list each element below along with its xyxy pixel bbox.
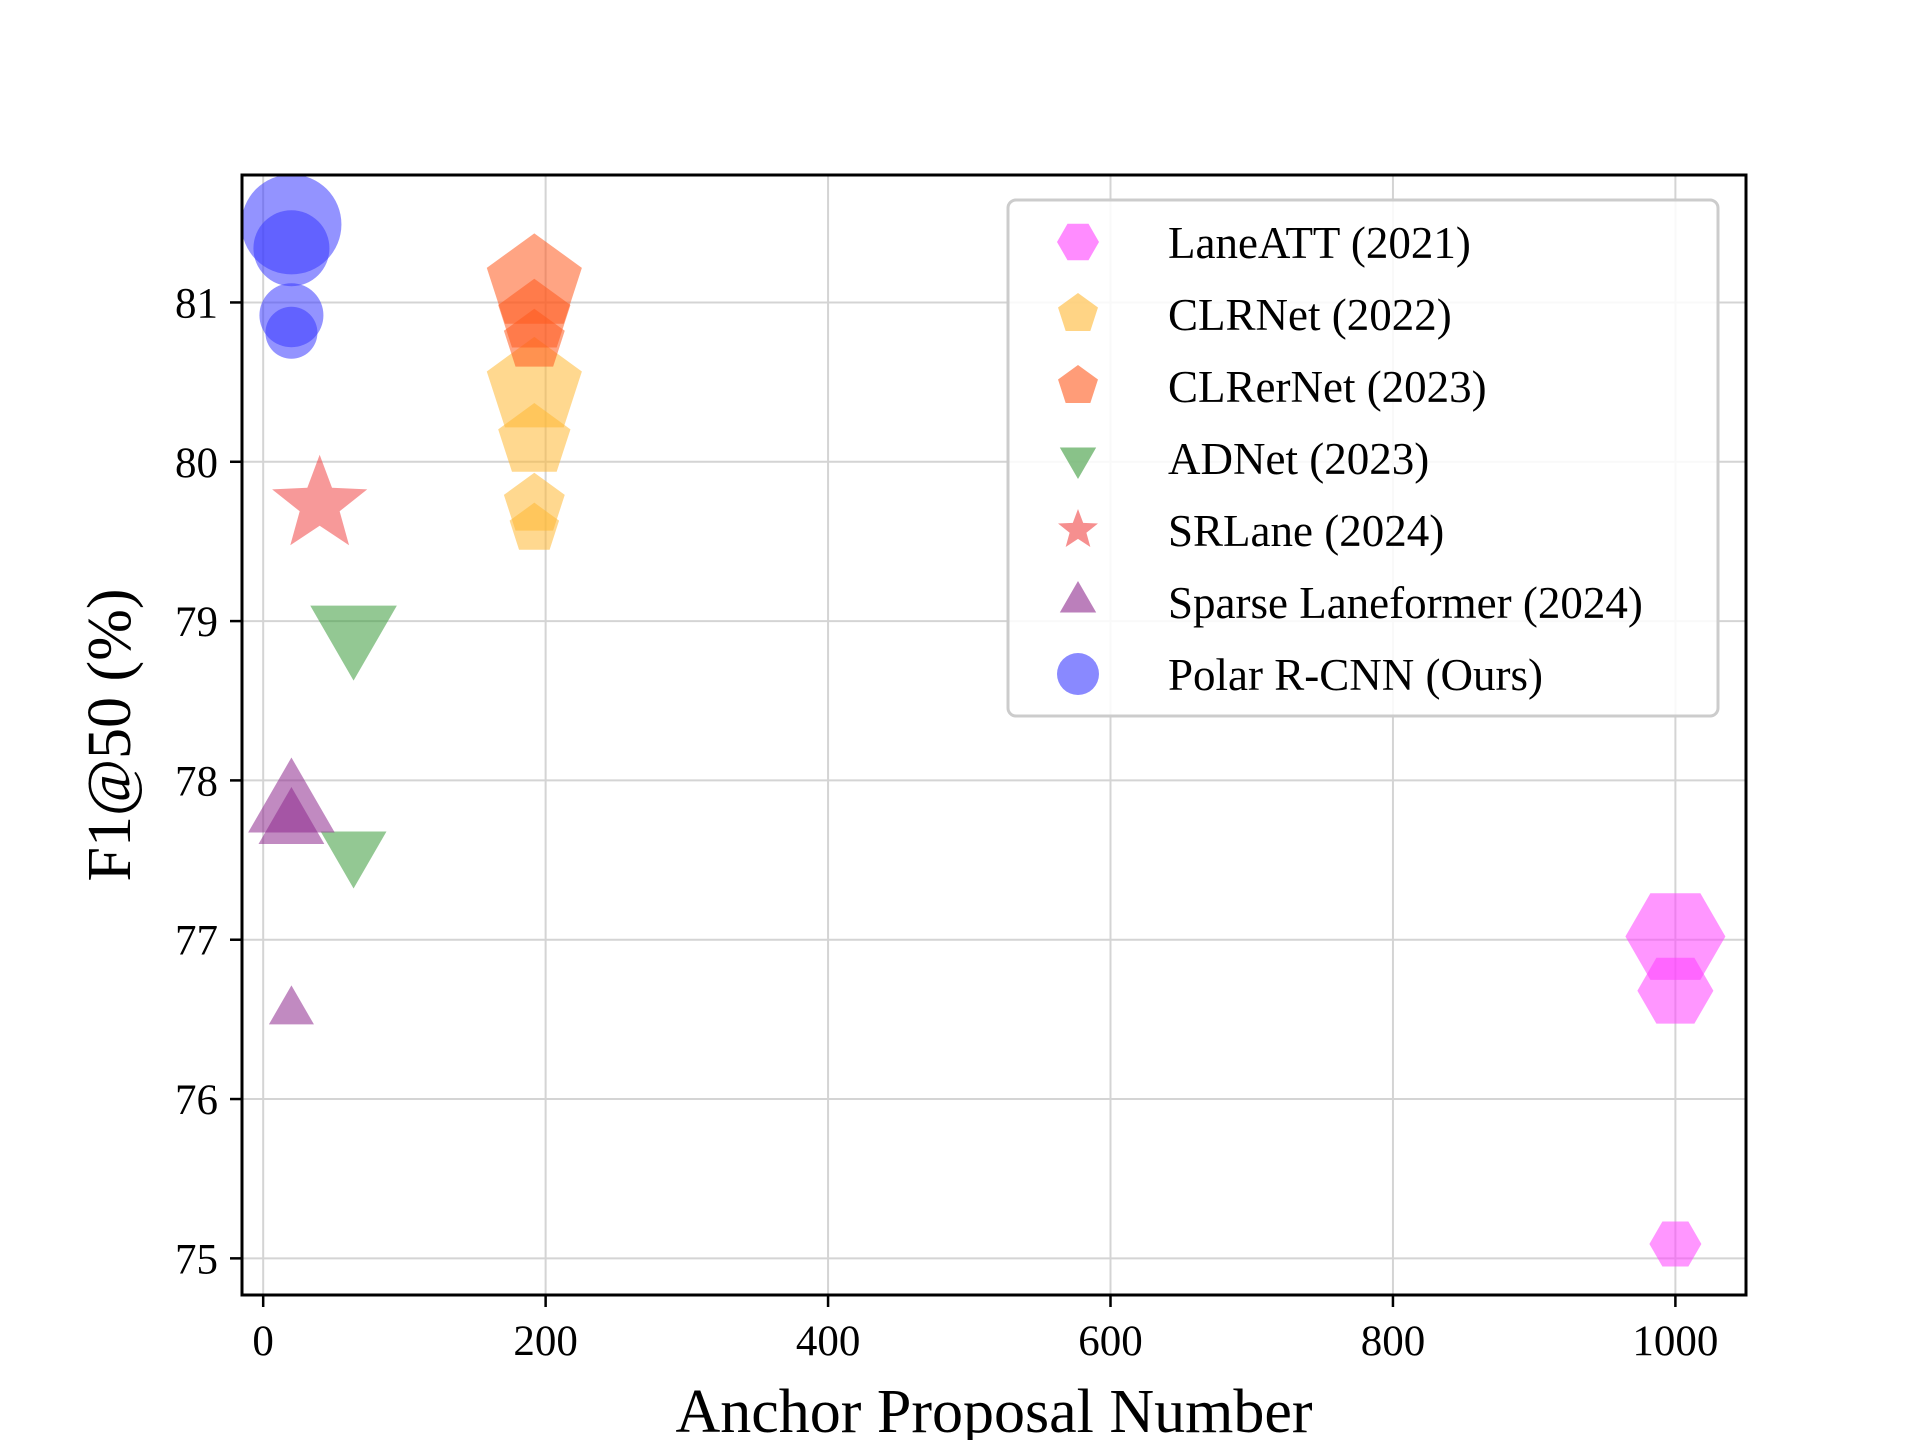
data-point	[253, 210, 330, 287]
legend-marker	[1058, 293, 1098, 331]
x-tick-label: 400	[796, 1318, 861, 1365]
legend-marker	[1058, 365, 1098, 403]
data-point	[272, 454, 368, 546]
x-tick-label: 1000	[1632, 1318, 1718, 1365]
axis-ticks: 0 200 400 600 800 1000 75 76 77 78 79 80 81	[175, 280, 1718, 1365]
y-tick-label: 75	[175, 1236, 218, 1283]
legend-label: CLRNet (2022)	[1168, 290, 1452, 340]
data-point	[258, 787, 325, 845]
y-tick-label: 78	[175, 758, 218, 805]
x-tick-label: 800	[1361, 1318, 1426, 1365]
x-axis-label: Anchor Proposal Number	[675, 1378, 1312, 1440]
legend-label: Sparse Laneformer (2024)	[1168, 578, 1643, 628]
legend-box	[1006, 198, 1720, 718]
legend-marker	[1059, 581, 1097, 613]
legend-item: LaneATT (2021)	[1057, 218, 1471, 268]
y-tick-label: 81	[175, 280, 218, 327]
legend-item: CLRerNet (2023)	[1058, 362, 1487, 412]
data-point	[509, 502, 560, 550]
legend-label: SRLane (2024)	[1168, 506, 1444, 556]
legend-item: ADNet (2023)	[1059, 434, 1429, 484]
data-point	[1625, 893, 1726, 980]
legend-item: Polar R-CNN (Ours)	[1057, 650, 1543, 700]
legend-item: CLRNet (2022)	[1058, 290, 1452, 340]
legend-label: LaneATT (2021)	[1168, 218, 1471, 268]
data-point	[1637, 957, 1714, 1024]
x-tick-label: 200	[513, 1318, 578, 1365]
data-point	[498, 403, 571, 472]
y-tick-label: 79	[175, 599, 218, 646]
data-point	[1649, 1221, 1702, 1267]
legend-marker	[1057, 653, 1099, 695]
y-tick-label: 77	[175, 918, 218, 965]
data-point	[268, 985, 314, 1025]
x-tick-label: 0	[252, 1318, 274, 1365]
data-point	[265, 306, 318, 359]
data-point	[503, 308, 565, 367]
legend-item: SRLane (2024)	[1058, 506, 1444, 556]
legend-item: Sparse Laneformer (2024)	[1059, 578, 1643, 628]
legend-label: CLRerNet (2023)	[1168, 362, 1487, 412]
plot-frame	[240, 173, 1748, 1297]
legend-marker	[1058, 509, 1098, 547]
y-tick-label: 76	[175, 1077, 218, 1124]
data-markers	[241, 174, 1726, 1267]
y-axis-label: F1@50 (%)	[76, 588, 144, 881]
data-point	[486, 336, 582, 428]
legend-label: ADNet (2023)	[1168, 434, 1429, 484]
legend-label: Polar R-CNN (Ours)	[1168, 650, 1543, 700]
data-point	[310, 605, 397, 681]
y-tick-label: 80	[175, 440, 218, 487]
x-tick-label: 600	[1078, 1318, 1143, 1365]
data-point	[320, 831, 387, 889]
legend-marker	[1059, 447, 1097, 479]
legend: LaneATT (2021) CLRNet (2022) CLRerNet (202…	[1006, 198, 1720, 718]
legend-marker	[1057, 223, 1099, 261]
